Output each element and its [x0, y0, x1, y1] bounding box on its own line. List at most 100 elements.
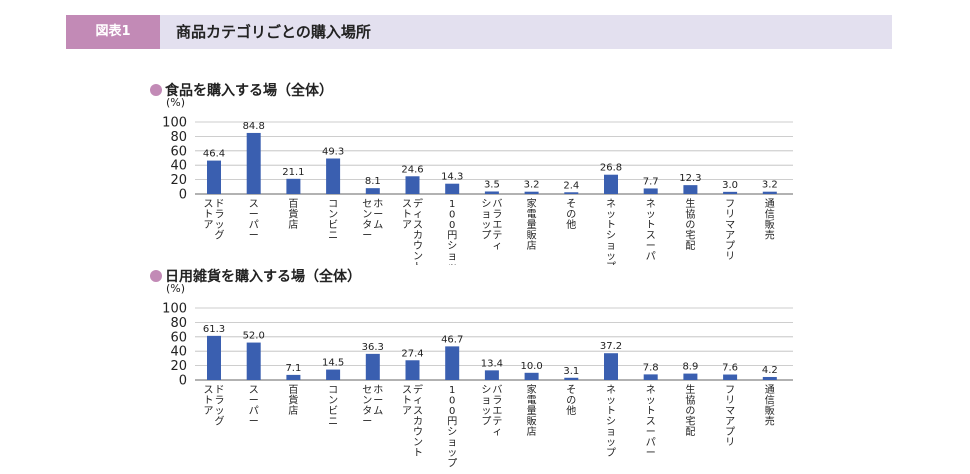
- bar: [286, 178, 301, 194]
- category-label: センター: [362, 384, 372, 428]
- bar: [723, 374, 738, 380]
- bar: [762, 191, 777, 194]
- category-label: ディスカウント: [413, 197, 423, 265]
- category-label: ドラッグ: [215, 199, 225, 242]
- data-label: 46.7: [441, 334, 463, 345]
- chart-title-text: 日用雑貨を購入する場（全体）: [165, 269, 361, 285]
- category-label: コンビニ: [328, 199, 338, 242]
- data-label: 3.5: [484, 179, 500, 190]
- category-label: ドラッグ: [215, 385, 225, 428]
- category-label: 家電量販店: [527, 383, 537, 438]
- bar: [524, 191, 539, 194]
- category-label: 通信販売: [765, 384, 775, 428]
- bar: [484, 191, 499, 194]
- chart-title-text: 食品を購入する場（全体）: [165, 83, 333, 99]
- data-label: 26.8: [600, 163, 622, 174]
- bar: [564, 192, 579, 194]
- y-tick-label: 20: [170, 173, 187, 188]
- data-label: 3.0: [722, 180, 738, 191]
- category-label: センター: [362, 198, 372, 242]
- bar-chart-food: (%)02040608010046.4ドラッグストア84.8スーパー21.1百貨…: [162, 96, 793, 265]
- y-unit-label: (%): [166, 282, 185, 295]
- bar: [246, 342, 261, 380]
- data-label: 21.1: [282, 167, 304, 178]
- data-label: 3.2: [762, 180, 778, 191]
- category-label: 百貨店: [288, 384, 298, 417]
- bar: [246, 132, 261, 194]
- bar: [643, 188, 658, 194]
- category-label: ショップ: [481, 385, 491, 428]
- data-label: 3.1: [563, 366, 579, 377]
- figure-title: 商品カテゴリごとの購入場所: [176, 23, 371, 41]
- category-label: ネットショップ: [606, 384, 616, 459]
- bar: [207, 335, 221, 380]
- y-tick-label: 0: [179, 374, 187, 389]
- bar: [365, 188, 380, 194]
- category-label: 通信販売: [765, 198, 775, 242]
- bar: [762, 376, 777, 380]
- y-tick-label: 40: [170, 345, 187, 360]
- data-label: 27.4: [401, 348, 423, 359]
- figure-label: 図表1: [66, 15, 160, 49]
- y-tick-label: 80: [170, 130, 187, 145]
- category-label: ネットスーパー: [646, 198, 656, 265]
- bar: [405, 360, 420, 380]
- category-label: バラエティ: [492, 384, 502, 438]
- chart-title-food: 食品を購入する場（全体）: [150, 80, 333, 100]
- chart-title-household: 日用雑貨を購入する場（全体）: [150, 266, 361, 286]
- data-label: 36.3: [362, 342, 384, 353]
- category-label: コンビニ: [328, 385, 338, 428]
- bar: [604, 353, 618, 380]
- data-label: 4.2: [762, 365, 778, 376]
- y-tick-label: 20: [170, 359, 187, 374]
- y-tick-label: 60: [170, 144, 187, 159]
- y-tick-label: 80: [170, 316, 187, 331]
- data-label: 61.3: [203, 324, 225, 335]
- data-label: 2.4: [563, 180, 579, 191]
- data-label: 37.2: [600, 341, 622, 352]
- category-label: ホーム: [373, 384, 383, 417]
- category-label: 生協の宅配: [685, 197, 695, 252]
- data-label: 13.4: [481, 358, 503, 369]
- data-label: 10.0: [520, 361, 542, 372]
- bar: [643, 374, 658, 380]
- bar-chart-household: (%)02040608010061.3ドラッグストア52.0スーパー7.1百貨店…: [162, 282, 793, 470]
- category-label: ストア: [204, 199, 214, 231]
- bar: [365, 353, 380, 380]
- y-tick-label: 60: [170, 330, 187, 345]
- y-unit-label: (%): [166, 96, 185, 109]
- data-label: 84.8: [243, 121, 265, 132]
- category-label: ストア: [402, 199, 412, 231]
- data-label: 52.0: [243, 331, 265, 342]
- category-label: ホーム: [373, 198, 383, 231]
- bar: [683, 185, 698, 194]
- bullet-icon: [150, 270, 162, 282]
- category-label: バラエティ: [492, 198, 502, 252]
- data-label: 14.3: [441, 172, 463, 183]
- data-label: 46.4: [203, 149, 225, 160]
- bar: [326, 158, 341, 194]
- bar: [604, 174, 618, 194]
- bar: [445, 346, 460, 380]
- y-tick-label: 100: [162, 116, 187, 131]
- bar: [564, 377, 579, 380]
- category-label: その他: [566, 198, 576, 231]
- category-label: フリマアプリ: [725, 199, 735, 263]
- bar: [286, 374, 301, 380]
- category-label: スーパー: [249, 385, 259, 428]
- bar: [326, 369, 341, 380]
- bar: [524, 372, 539, 380]
- y-tick-label: 0: [179, 188, 187, 203]
- category-label: ショップ: [481, 199, 491, 242]
- data-label: 49.3: [322, 147, 344, 158]
- y-tick-label: 100: [162, 302, 187, 317]
- bar: [405, 176, 420, 194]
- category-label: フリマアプリ: [725, 385, 735, 449]
- category-label: ストア: [204, 385, 214, 417]
- bar: [484, 370, 499, 380]
- category-label: ネットショップ: [606, 198, 616, 265]
- bar: [683, 373, 698, 380]
- data-label: 7.7: [643, 176, 659, 187]
- category-label: スーパー: [249, 199, 259, 242]
